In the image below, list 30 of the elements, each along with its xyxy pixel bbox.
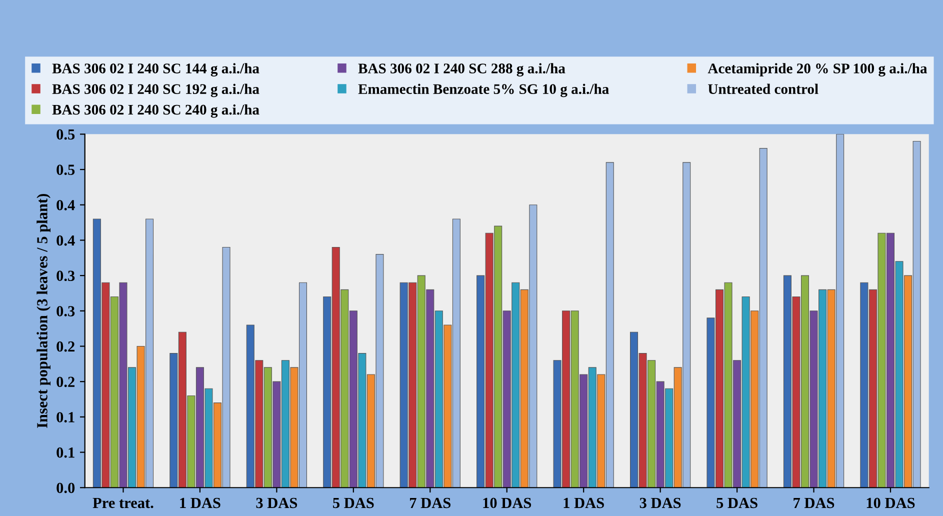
y-tick-label: 0.3 [56,306,75,316]
x-tick-label: 7 DAS [410,498,450,508]
legend-label: Emamectin Benzoate 5% SG 10 g a.i./ha [358,84,609,98]
x-tick-label: Pre treat. [92,498,154,508]
y-tick-label: 0.5 [56,164,75,176]
x-tick-label: 10 DAS [866,498,915,508]
x-tick-label: 5 DAS [716,498,758,508]
x-tick-label: 7 DAS [794,498,834,508]
legend-label: BAS 306 02 I 240 SC 144 g a.i./ha [52,63,260,76]
x-tick-label: 3 DAS [256,498,298,508]
x-tick-label: 1 DAS [180,498,220,508]
x-tick-label: 5 DAS [333,498,374,508]
x-tick-label: 10 DAS [483,498,532,508]
y-tick-label: 0.2 [56,341,74,352]
y-tick-label: 0.4 [56,200,75,210]
legend-label: BAS 306 02 I 240 SC 288 g a.i./ha [358,63,566,76]
y-tick-label: 0.5 [56,129,75,140]
legend-label: Acetamipride 20 % SP 100 g a.i./ha [708,63,928,76]
y-tick-label: 0.2 [56,376,74,388]
y-tick-label: 0.4 [56,235,75,246]
y-tick-label: 0.0 [56,482,75,494]
y-axis-title: Insect population (3 leaves / 5 plant) [36,194,50,428]
x-tick-label: 1 DAS [564,498,604,508]
legend-label: Untreated control [708,84,818,94]
y-tick-label: 0.1 [56,447,74,458]
x-tick-label: 3 DAS [640,498,681,508]
y-tick-label: 0.1 [56,412,74,422]
legend-label: BAS 306 02 I 240 SC 240 g a.i./ha [52,104,260,118]
y-tick-label: 0.3 [56,270,75,282]
legend-label: BAS 306 02 I 240 SC 192 g a.i./ha [52,84,260,98]
